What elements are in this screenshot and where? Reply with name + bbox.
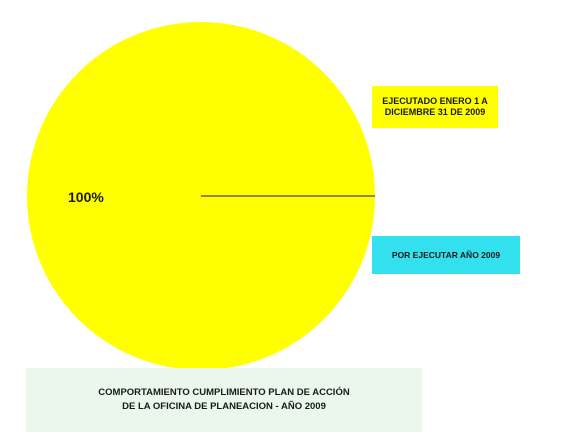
legend-item-pending: POR EJECUTAR AÑO 2009 — [372, 236, 520, 274]
pie-slices — [27, 22, 375, 370]
chart-title: COMPORTAMIENTO CUMPLIMIENTO PLAN DE ACCI… — [26, 368, 422, 432]
slice-data-label: 100% — [68, 189, 104, 205]
legend-item-executed: EJECUTADO ENERO 1 A DICIEMBRE 31 DE 2009 — [372, 86, 498, 128]
